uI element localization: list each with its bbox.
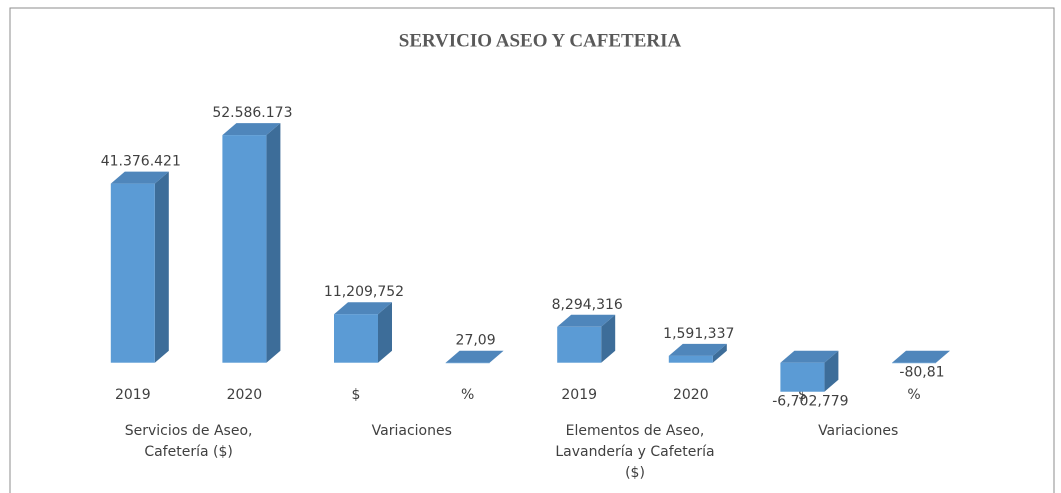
x-tick-label: %	[461, 387, 474, 403]
bar-top	[334, 302, 392, 315]
bar-top	[557, 314, 616, 327]
bar-side	[712, 343, 727, 363]
chart-title: SERVICIO ASEO Y CAFETERIA	[399, 30, 682, 51]
bar-top	[892, 350, 950, 363]
data-label: 41.376.421	[101, 154, 181, 170]
group-label: Variaciones	[371, 423, 452, 439]
data-label: 1,591,337	[663, 326, 734, 342]
group-label: Variaciones	[818, 423, 899, 439]
x-tick-label: 2019	[561, 387, 597, 403]
group-label: Servicios de Aseo, Cafetería ($)	[124, 423, 253, 460]
data-label: -80,81	[899, 365, 944, 381]
bar-top	[445, 350, 504, 363]
bar-side	[154, 171, 169, 363]
bar-side	[824, 350, 839, 392]
x-tick-label: %	[907, 387, 920, 403]
bar-side	[936, 350, 950, 363]
bar	[668, 355, 713, 363]
x-tick-label: 2020	[673, 387, 709, 403]
data-label: 27,09	[456, 333, 496, 349]
bar	[445, 362, 490, 364]
bar-side	[489, 350, 504, 363]
data-label: 8,294,316	[552, 297, 623, 313]
bar-top	[222, 123, 281, 136]
bar	[557, 326, 602, 363]
x-tick-label: 2020	[227, 387, 263, 403]
data-label: 52.586.173	[212, 105, 292, 121]
chart-border	[9, 7, 1055, 493]
bar	[110, 183, 155, 363]
x-tick-label: 2019	[115, 387, 151, 403]
bar-side	[378, 302, 392, 363]
x-tick-label: $	[352, 387, 361, 403]
group-label: Elementos de Aseo, Lavandería y Cafeterí…	[555, 423, 715, 481]
bar-side	[266, 123, 281, 363]
bar-side	[601, 314, 616, 363]
bar-top	[110, 171, 169, 184]
x-tick-label: $	[798, 387, 807, 403]
data-label: -6,702,779	[772, 394, 848, 410]
data-label: 11,209,752	[324, 284, 404, 300]
bar	[222, 135, 267, 363]
bar	[780, 362, 825, 392]
bar-top	[668, 343, 727, 356]
bar	[892, 362, 936, 364]
bar-top	[780, 350, 839, 363]
bar	[334, 314, 378, 363]
